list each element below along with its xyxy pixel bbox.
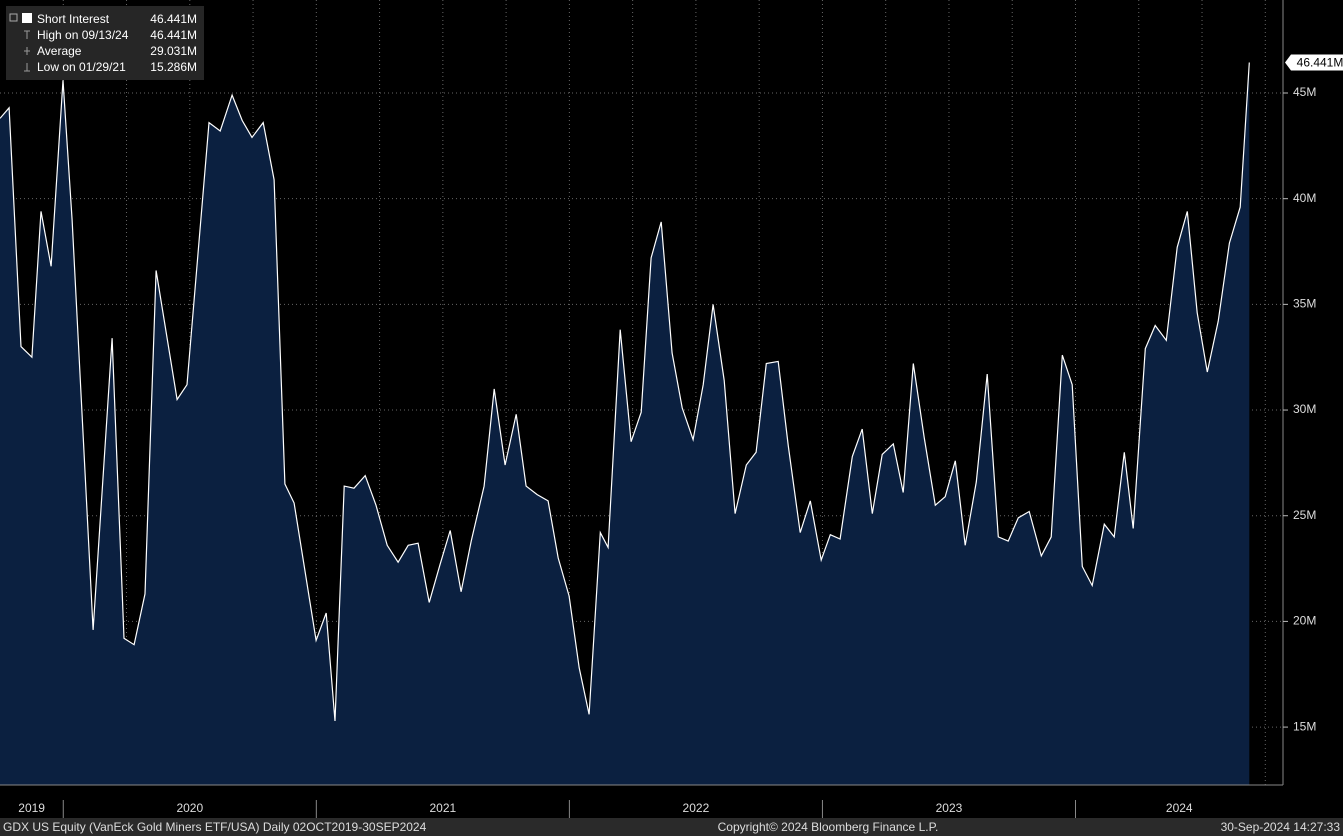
x-tick-label: 2019	[18, 801, 45, 815]
y-tick-label: 45M	[1293, 85, 1316, 99]
last-value-label: 46.441M	[1297, 56, 1343, 70]
legend-value: 46.441M	[150, 12, 197, 26]
x-tick-label: 2020	[176, 801, 203, 815]
x-tick-label: 2023	[936, 801, 963, 815]
legend-value: 29.031M	[150, 44, 197, 58]
x-tick-label: 2024	[1166, 801, 1193, 815]
footer-center: Copyright© 2024 Bloomberg Finance L.P.	[718, 820, 939, 834]
legend-label: Short Interest	[37, 12, 110, 26]
y-tick-label: 15M	[1293, 719, 1316, 733]
area	[0, 62, 1250, 785]
legend-label: Low on 01/29/21	[37, 60, 126, 74]
legend-label: Average	[37, 44, 82, 58]
legend-toggle[interactable]	[9, 13, 18, 22]
legend-value: 15.286M	[150, 60, 197, 74]
line	[0, 62, 1250, 722]
plot-area	[0, 0, 1283, 785]
y-tick-label: 25M	[1293, 508, 1316, 522]
legend-icons	[24, 30, 30, 72]
legend: Short Interest 46.441M High on 09/13/24 4…	[6, 6, 204, 80]
legend-label: High on 09/13/24	[37, 28, 129, 42]
legend-swatch	[22, 13, 32, 23]
footer-bar	[0, 818, 1343, 836]
y-tick-label: 35M	[1293, 297, 1316, 311]
y-tick-label: 40M	[1293, 191, 1316, 205]
footer-left: GDX US Equity (VanEck Gold Miners ETF/US…	[3, 820, 427, 834]
legend-value: 46.441M	[150, 28, 197, 42]
x-tick-label: 2022	[683, 801, 710, 815]
last-value-tag	[1285, 54, 1343, 71]
footer-right: 30-Sep-2024 14:27:33	[1221, 820, 1341, 834]
y-tick-label: 30M	[1293, 402, 1316, 416]
y-tick-label: 20M	[1293, 614, 1316, 628]
legend-box	[6, 6, 204, 80]
x-tick-label: 2021	[429, 801, 456, 815]
